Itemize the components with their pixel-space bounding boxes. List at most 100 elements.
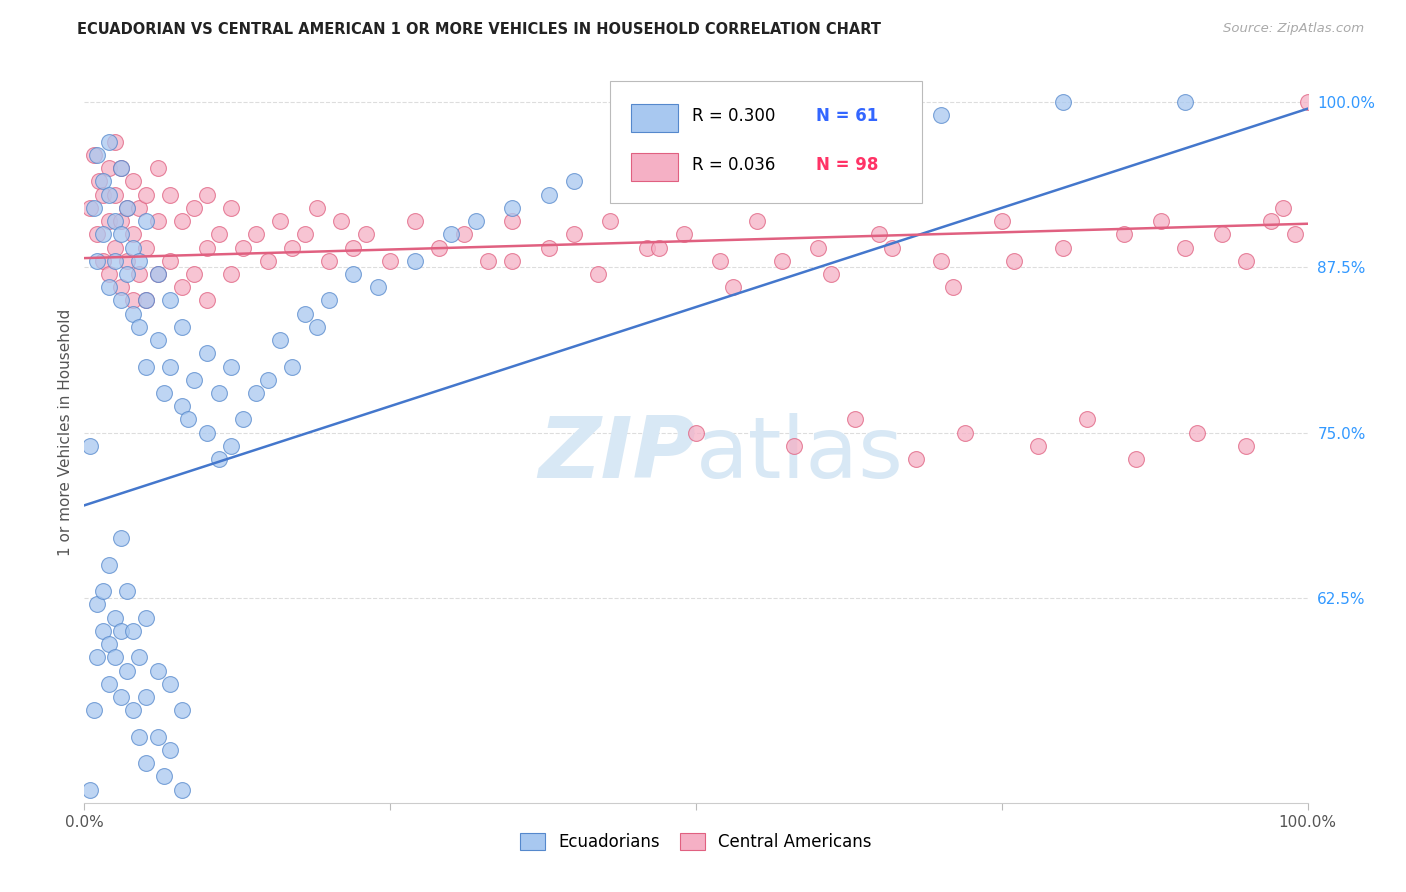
Point [146,161,169,176]
Point [195,425,218,440]
Point [159,359,181,374]
Point [97,214,120,228]
Point [91,227,114,242]
Point [110,624,132,638]
Point [1076,412,1098,426]
Point [305,201,328,215]
Point [146,730,169,744]
Text: Source: ZipAtlas.com: Source: ZipAtlas.com [1223,22,1364,36]
Point [1236,439,1258,453]
Point [122,174,145,188]
Point [91,174,114,188]
Point [672,227,695,242]
Point [122,703,145,717]
Point [115,664,138,678]
Text: ZIP: ZIP [538,413,696,496]
Point [281,359,304,374]
Point [685,148,707,162]
Point [97,280,120,294]
Point [1174,95,1197,109]
Point [1052,241,1074,255]
Point [110,227,132,242]
Point [79,439,101,453]
Point [1174,241,1197,255]
Point [636,241,658,255]
Text: N = 61: N = 61 [815,107,879,125]
Point [1052,95,1074,109]
Point [97,135,120,149]
Point [128,650,150,665]
Point [219,359,242,374]
Point [342,241,364,255]
Point [502,214,524,228]
Point [869,227,891,242]
Point [183,201,205,215]
Point [97,677,120,691]
Point [153,769,176,783]
Point [1125,452,1147,467]
Point [648,241,671,255]
Point [135,611,157,625]
Point [110,690,132,704]
Point [104,241,127,255]
Point [562,227,585,242]
Point [305,319,328,334]
Point [721,280,744,294]
Point [172,399,194,413]
Point [86,253,108,268]
Point [97,558,120,572]
Point [294,307,316,321]
Point [91,187,114,202]
Point [128,253,150,268]
Point [110,293,132,308]
Point [135,293,157,308]
Point [172,214,194,228]
Point [172,280,194,294]
Point [172,703,194,717]
Point [342,267,364,281]
Point [770,253,793,268]
Point [86,148,108,162]
Point [195,293,218,308]
Point [110,161,132,176]
Point [86,650,108,665]
Point [83,148,105,162]
Point [122,241,145,255]
Point [104,253,127,268]
Point [183,373,205,387]
Point [146,267,169,281]
Point [1150,214,1173,228]
Point [91,253,114,268]
Point [83,201,105,215]
Point [172,319,194,334]
Point [219,439,242,453]
Y-axis label: 1 or more Vehicles in Household: 1 or more Vehicles in Household [58,309,73,557]
Point [318,293,340,308]
Point [172,782,194,797]
Point [91,584,114,599]
Point [219,201,242,215]
Point [477,253,499,268]
Point [1002,253,1025,268]
Point [104,187,127,202]
Point [195,346,218,360]
Point [79,782,101,797]
Point [135,690,157,704]
Point [783,439,806,453]
Point [1272,201,1295,215]
Point [135,293,157,308]
Point [404,214,426,228]
Text: R = 0.036: R = 0.036 [692,155,776,174]
Point [1114,227,1136,242]
Point [929,253,952,268]
Point [79,201,101,215]
Text: R = 0.300: R = 0.300 [692,107,776,125]
Point [135,214,157,228]
Point [110,214,132,228]
Point [122,293,145,308]
Point [245,227,267,242]
Point [146,214,169,228]
Point [709,253,731,268]
Point [232,412,254,426]
Point [146,267,169,281]
